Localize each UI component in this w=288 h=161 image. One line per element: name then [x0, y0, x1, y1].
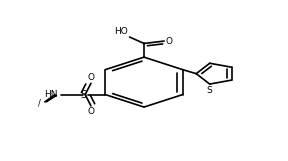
- Text: HN: HN: [44, 90, 58, 99]
- Text: O: O: [166, 37, 173, 46]
- Text: O: O: [88, 108, 94, 116]
- Text: /: /: [38, 99, 41, 108]
- Text: S: S: [80, 90, 87, 100]
- Text: HO: HO: [114, 27, 128, 36]
- Text: O: O: [88, 73, 94, 82]
- Text: S: S: [207, 86, 213, 95]
